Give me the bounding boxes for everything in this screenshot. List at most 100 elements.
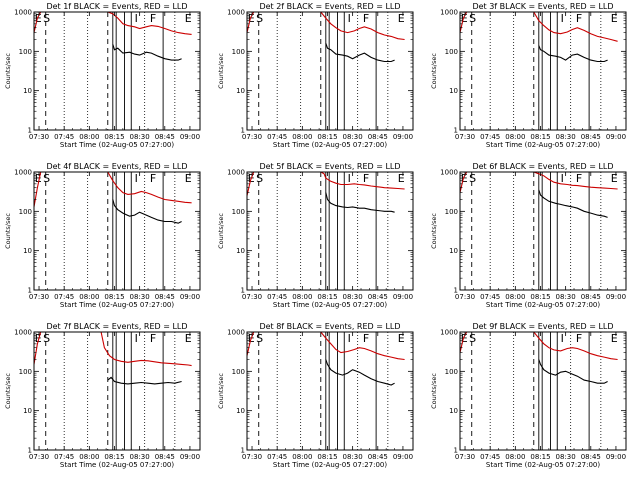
marker-s: S <box>469 332 476 345</box>
marker-s: S <box>256 332 263 345</box>
x-axis-label: Start Time (02-Aug-05 07:27:00) <box>273 301 387 309</box>
x-tick-label: 07:30 <box>242 293 262 301</box>
x-tick-label: 08:00 <box>292 453 312 461</box>
plot-title: Det 2f BLACK = Events, RED = LLD <box>259 2 400 11</box>
y-axis-label: Counts/sec <box>217 53 225 89</box>
y-tick-label: 1000 <box>227 9 245 17</box>
x-tick-label: 07:45 <box>54 453 74 461</box>
x-tick-label: 07:30 <box>29 293 49 301</box>
x-axis-label: Start Time (02-Aug-05 07:27:00) <box>486 141 600 149</box>
marker-s: S <box>469 172 476 185</box>
x-tick-label: 08:30 <box>130 453 150 461</box>
marker-f: F <box>576 172 582 185</box>
x-tick-label: 07:45 <box>54 293 74 301</box>
y-tick-label: 1000 <box>14 169 32 177</box>
y-tick-label: 100 <box>232 368 245 376</box>
x-tick-label: 08:45 <box>155 133 175 141</box>
marker-i: I <box>561 172 564 185</box>
x-tick-label: 08:00 <box>79 453 99 461</box>
y-tick-label: 1 <box>241 127 245 135</box>
marker-i: I <box>561 12 564 25</box>
y-axis-label: Counts/sec <box>430 53 438 89</box>
y-tick-label: 100 <box>232 48 245 56</box>
plot-frame <box>246 171 414 291</box>
marker-e-start: E <box>461 172 468 185</box>
y-tick-label: 10 <box>449 247 458 255</box>
marker-f: F <box>576 332 582 345</box>
plot-panel: Det 5f BLACK = Events, RED = LLD Counts/s… <box>217 162 414 309</box>
plot-title: Det 9f BLACK = Events, RED = LLD <box>472 322 613 331</box>
marker-e-end: E <box>185 172 192 185</box>
x-tick-label: 08:15 <box>104 453 124 461</box>
y-tick-label: 1 <box>454 287 458 295</box>
marker-s: S <box>469 12 476 25</box>
y-tick-label: 100 <box>19 48 32 56</box>
x-tick-label: 08:45 <box>368 133 388 141</box>
x-tick-label: 08:15 <box>104 293 124 301</box>
y-tick-label: 1 <box>28 287 32 295</box>
marker-s: S <box>256 172 263 185</box>
y-tick-label: 100 <box>445 48 458 56</box>
x-tick-label: 07:45 <box>267 133 287 141</box>
marker-e-end: E <box>611 332 618 345</box>
x-tick-label: 08:45 <box>581 133 601 141</box>
y-axis-label: Counts/sec <box>430 373 438 409</box>
y-tick-label: 10 <box>236 247 245 255</box>
x-tick-label: 08:00 <box>505 453 525 461</box>
plot-title: Det 5f BLACK = Events, RED = LLD <box>259 162 400 171</box>
y-tick-label: 100 <box>445 368 458 376</box>
x-axis-label: Start Time (02-Aug-05 07:27:00) <box>60 301 174 309</box>
x-tick-label: 08:15 <box>317 453 337 461</box>
x-axis-label: Start Time (02-Aug-05 07:27:00) <box>486 301 600 309</box>
marker-s: S <box>43 12 50 25</box>
y-tick-label: 1 <box>454 127 458 135</box>
x-tick-label: 08:00 <box>505 293 525 301</box>
marker-i: I <box>348 172 351 185</box>
x-tick-label: 08:45 <box>368 453 388 461</box>
marker-e-end: E <box>185 12 192 25</box>
x-tick-label: 09:00 <box>606 293 626 301</box>
y-tick-label: 10 <box>23 87 32 95</box>
series-line-events <box>107 376 182 385</box>
marker-e-end: E <box>611 12 618 25</box>
plot-frame <box>459 171 627 291</box>
x-tick-label: 08:30 <box>556 133 576 141</box>
series-line-events <box>538 189 608 218</box>
marker-e-start: E <box>35 332 42 345</box>
x-tick-label: 08:45 <box>155 293 175 301</box>
x-tick-label: 08:00 <box>292 293 312 301</box>
x-tick-label: 08:00 <box>79 293 99 301</box>
x-tick-label: 09:00 <box>606 133 626 141</box>
y-tick-label: 10 <box>236 87 245 95</box>
x-tick-label: 09:00 <box>393 293 413 301</box>
y-tick-label: 100 <box>445 208 458 216</box>
x-tick-label: 08:30 <box>343 133 363 141</box>
x-tick-label: 08:45 <box>368 293 388 301</box>
y-tick-label: 1000 <box>14 329 32 337</box>
x-tick-label: 07:30 <box>455 293 475 301</box>
y-axis-label: Counts/sec <box>4 53 12 89</box>
y-tick-label: 1000 <box>227 169 245 177</box>
x-tick-label: 07:30 <box>242 453 262 461</box>
plot-frame <box>246 11 414 131</box>
plot-frame <box>246 331 414 451</box>
plot-panel: Det 8f BLACK = Events, RED = LLD Counts/s… <box>217 322 414 469</box>
plot-frame <box>459 11 627 131</box>
plot-frame <box>33 171 201 291</box>
marker-e-end: E <box>398 332 405 345</box>
x-tick-label: 09:00 <box>180 453 200 461</box>
series-line-events <box>538 45 608 63</box>
y-tick-label: 1000 <box>227 329 245 337</box>
series-line-events <box>325 192 395 213</box>
marker-e-start: E <box>35 172 42 185</box>
marker-f: F <box>363 332 369 345</box>
marker-s: S <box>256 12 263 25</box>
x-tick-label: 08:15 <box>104 133 124 141</box>
x-axis-label: Start Time (02-Aug-05 07:27:00) <box>273 141 387 149</box>
x-tick-label: 09:00 <box>180 133 200 141</box>
x-tick-label: 09:00 <box>393 453 413 461</box>
x-tick-label: 07:45 <box>267 453 287 461</box>
y-tick-label: 1 <box>454 447 458 455</box>
y-tick-label: 1000 <box>440 169 458 177</box>
